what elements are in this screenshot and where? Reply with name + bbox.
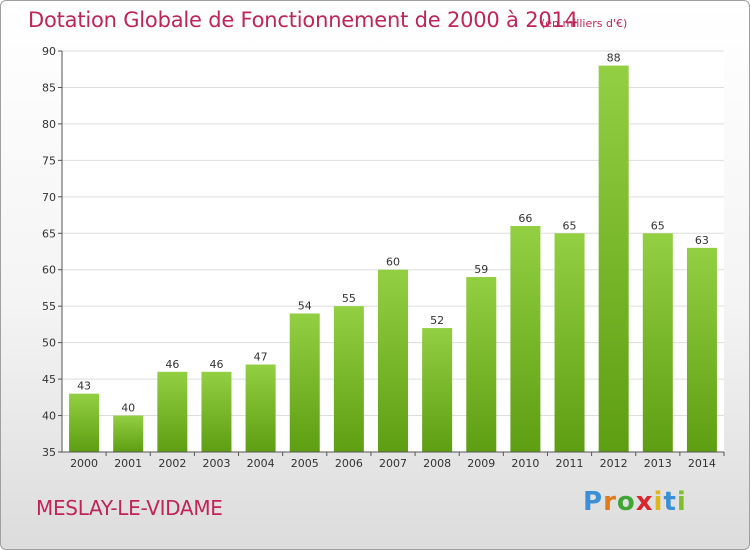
bar [510,225,541,452]
x-tick-label: 2009 [467,457,495,470]
commune-name: MESLAY-LE-VIDAME [36,496,223,520]
y-tick-label: 80 [42,118,56,131]
bar-value-label: 55 [342,292,356,305]
y-tick-label: 70 [42,191,56,204]
logo-letter: P [583,487,604,517]
bar-value-label: 65 [651,219,665,232]
bar-value-label: 63 [695,234,709,247]
bar-value-label: 60 [386,256,400,269]
y-tick-label: 45 [42,373,56,386]
bar-value-label: 46 [165,358,179,371]
bar-value-label: 47 [254,351,268,364]
bar [333,306,364,452]
chart-title: Dotation Globale de Fonctionnement de 20… [28,8,578,32]
x-tick-label: 2013 [644,457,672,470]
bar-value-label: 54 [298,299,312,312]
bar [422,328,453,452]
logo-letter: r [603,487,617,517]
x-tick-label: 2012 [600,457,628,470]
bar [69,393,100,452]
logo-letter: t [663,487,677,517]
y-tick-label: 60 [42,264,56,277]
bar [245,364,276,452]
bar [466,277,497,452]
y-tick-label: 40 [42,410,56,423]
x-tick-label: 2010 [511,457,539,470]
x-tick-label: 2005 [291,457,319,470]
bar-value-label: 59 [474,263,488,276]
bar [378,269,408,452]
bar-value-label: 88 [607,52,621,65]
x-tick-label: 2006 [335,457,363,470]
unit-note: (en milliers d'€) [541,17,628,30]
bar [157,371,188,452]
x-tick-label: 2007 [379,457,407,470]
logo-letter: o [616,487,636,517]
y-tick-label: 90 [42,45,56,58]
x-tick-label: 2001 [114,457,142,470]
bar [686,247,717,452]
logo-letter: i [653,487,664,517]
y-tick-label: 55 [42,300,56,313]
x-tick-label: 2011 [556,457,584,470]
bar-value-label: 40 [121,402,135,415]
y-tick-label: 85 [42,81,56,94]
x-tick-label: 2014 [688,457,716,470]
bar [642,233,673,452]
bar-value-label: 46 [209,358,223,371]
x-tick-label: 2008 [423,457,451,470]
bar [113,415,144,452]
y-tick-label: 65 [42,227,56,240]
proxiti-logo: Proxiti [583,487,687,517]
bar [554,233,585,452]
bar-value-label: 66 [518,212,532,225]
y-tick-label: 75 [42,154,56,167]
x-tick-label: 2004 [247,457,275,470]
logo-letter: x [635,487,654,517]
bar [201,371,232,452]
y-tick-label: 35 [42,446,56,459]
x-tick-label: 2002 [158,457,186,470]
y-tick-label: 50 [42,337,56,350]
bar [289,313,320,452]
bar-value-label: 43 [77,380,91,393]
bar-value-label: 65 [563,219,577,232]
x-tick-label: 2003 [202,457,230,470]
x-tick-label: 2000 [70,457,98,470]
logo-letter: i [676,487,687,517]
bar [598,65,629,452]
bar-value-label: 52 [430,314,444,327]
